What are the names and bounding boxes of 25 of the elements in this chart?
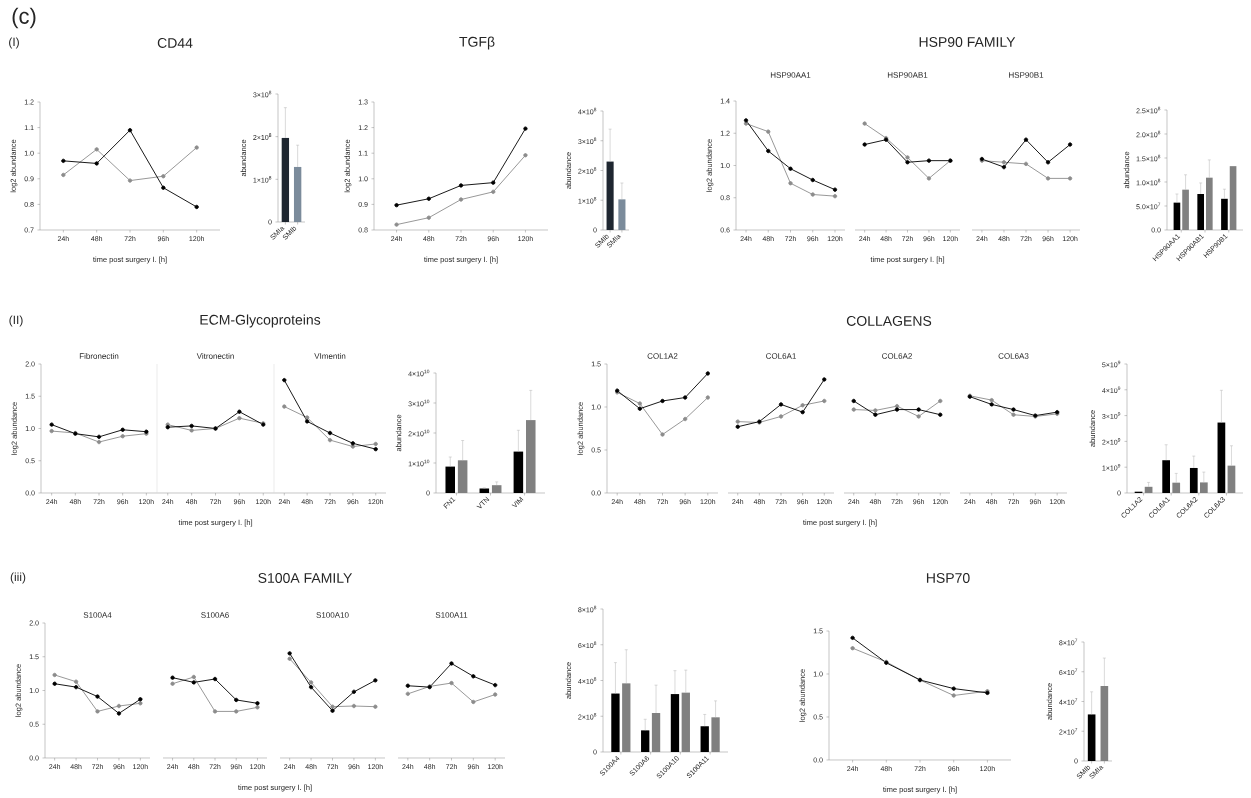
chart-subtitle: Vitronectin	[196, 353, 234, 359]
text: ECM-Glycoproteins	[200, 314, 321, 328]
chart-subtitle: COL6A2	[882, 353, 912, 359]
chart-title: TGFβ	[459, 36, 495, 50]
chart-subtitle: S100A6	[201, 612, 229, 618]
chart-subtitle: HSP90AA1	[770, 72, 811, 78]
chart-subtitle: S100A11	[435, 612, 468, 618]
text: (I)	[9, 37, 19, 49]
text: COLLAGENS	[846, 316, 932, 326]
text: (II)	[9, 315, 23, 327]
chart-subtitle: HSP90AB1	[887, 72, 928, 78]
chart-subtitle: VImentin	[314, 353, 346, 359]
chart-subtitle: COL1A2	[647, 353, 678, 359]
chart-subtitle: Fibronectin	[79, 353, 119, 359]
text: (iii)	[10, 572, 26, 584]
chart-subtitle: COL6A3	[998, 353, 1029, 359]
chart-subtitle: HSP90B1	[1009, 72, 1044, 78]
text: HSP90 FAMILY	[919, 37, 1016, 47]
chart-subtitle: S100A4	[83, 612, 112, 618]
text: (c)	[12, 7, 36, 29]
chart-title: CD44	[157, 38, 193, 48]
text: S100A FAMILY	[258, 573, 353, 583]
chart-subtitle: COL6A1	[766, 353, 796, 359]
chart-title: HSP70	[926, 573, 970, 583]
chart-subtitle: S100A10	[316, 612, 349, 618]
